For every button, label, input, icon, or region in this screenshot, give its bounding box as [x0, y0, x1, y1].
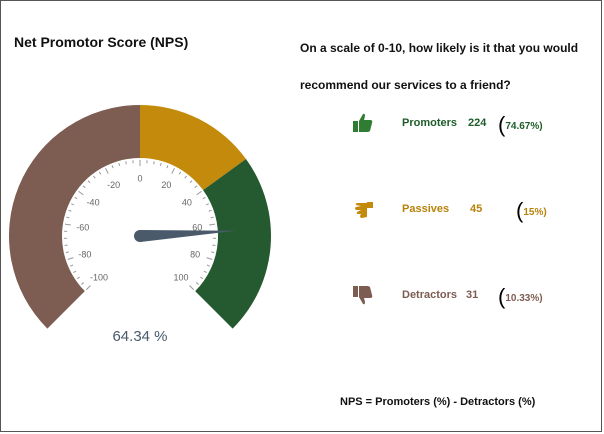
- gauge-minor-tick: [189, 180, 193, 184]
- gauge-minor-tick: [194, 185, 198, 189]
- gauge-minor-tick: [74, 196, 78, 200]
- gauge-minor-tick: [210, 216, 214, 219]
- nps-formula: NPS = Promoters (%) - Detractors (%): [340, 396, 536, 408]
- gauge-major-tick: [105, 168, 109, 174]
- gauge-tick-label: 100: [173, 273, 188, 283]
- legend-label: Promoters: [402, 117, 458, 129]
- gauge-minor-tick: [184, 175, 187, 179]
- gauge-minor-tick: [76, 276, 80, 280]
- gauge-minor-tick: [73, 270, 77, 274]
- gauge-major-tick: [64, 223, 71, 226]
- gauge-major-tick: [67, 257, 74, 260]
- legend-percent: (74.67%): [498, 112, 543, 137]
- gauge-major-tick: [209, 223, 216, 226]
- gauge-minor-tick: [87, 180, 91, 184]
- gauge-minor-tick: [211, 251, 215, 254]
- gauge-needle-hub: [134, 230, 146, 242]
- gauge-minor-tick: [71, 203, 75, 206]
- gauge-tick-label: 40: [182, 197, 192, 207]
- gauge-band-promoters: [195, 159, 271, 329]
- gauge-minor-tick: [93, 175, 96, 179]
- gauge-needle: [139, 230, 236, 242]
- gauge-major-tick: [85, 285, 91, 291]
- chart-title: Net Promotor Score (NPS): [14, 34, 189, 50]
- gauge-major-tick: [171, 168, 175, 174]
- gauge-major-tick: [206, 257, 213, 260]
- gauge-minor-tick: [159, 162, 162, 167]
- gauge-minor-tick: [68, 209, 72, 212]
- gauge-minor-tick: [125, 161, 127, 165]
- gauge-minor-tick: [205, 203, 209, 206]
- gauge-minor-tick: [65, 251, 69, 254]
- thumbs-up-icon: [353, 113, 373, 132]
- question-line-1: On a scale of 0-10, how likely is it tha…: [300, 41, 579, 55]
- gauge-tick-label: 60: [192, 222, 202, 232]
- gauge-minor-tick: [195, 282, 199, 285]
- legend-count: 45: [470, 203, 483, 215]
- gauge-minor-tick: [206, 264, 210, 267]
- legend-count: 224: [468, 117, 487, 129]
- thumbs-down-icon: [353, 286, 373, 305]
- gauge-band-detractors: [9, 105, 140, 329]
- gauge-value-label: 64.34 %: [112, 328, 167, 345]
- gauge-tick-label: -40: [87, 197, 100, 207]
- gauge-minor-tick: [111, 165, 114, 169]
- legend-detractors: Detractors 31 (10.33%): [352, 284, 572, 309]
- gauge-minor-tick: [203, 270, 207, 274]
- legend-percent-value: 15%): [523, 207, 547, 218]
- gauge-tick-label: -60: [76, 222, 89, 232]
- legend-promoters: Promoters 224 (74.67%): [352, 112, 572, 137]
- gauge-minor-tick: [98, 171, 102, 175]
- legend-label: Passives: [402, 203, 450, 215]
- gauge-tick-label: -80: [78, 249, 91, 259]
- gauge-major-tick: [196, 190, 202, 196]
- legend-percent: (10.33%): [498, 284, 543, 309]
- question-line-2: recommend our services to a friend?: [300, 78, 511, 92]
- gauge-minor-tick: [70, 264, 74, 267]
- gauge-minor-tick: [208, 209, 212, 212]
- survey-question: On a scale of 0-10, how likely is it tha…: [300, 30, 590, 104]
- gauge-tick-label: 20: [161, 180, 171, 190]
- gauge-tick-label: 80: [190, 249, 200, 259]
- gauge-minor-tick: [82, 185, 86, 189]
- gauge-minor-tick: [153, 161, 155, 165]
- gauge-minor-tick: [200, 276, 204, 280]
- hand-sideways-icon: [355, 202, 373, 218]
- gauge-minor-tick: [66, 216, 70, 219]
- legend-count: 31: [466, 289, 479, 301]
- gauge-tick-label: -100: [90, 273, 108, 283]
- gauge-tick-label: -20: [107, 180, 120, 190]
- legend-label: Detractors: [402, 289, 458, 301]
- gauge-major-tick: [189, 285, 195, 291]
- gauge-major-tick: [78, 190, 84, 196]
- gauge-minor-tick: [178, 171, 182, 175]
- legend-percent-value: 74.67%): [505, 121, 543, 132]
- gauge-band-passives: [140, 105, 246, 191]
- legend-passives: Passives 45 (15%): [352, 198, 572, 223]
- legend-percent: (15%): [516, 198, 547, 223]
- legend-percent-value: 10.33%): [505, 293, 543, 304]
- gauge-minor-tick: [118, 162, 121, 167]
- gauge-tick-label: 0: [137, 174, 142, 184]
- gauge-minor-tick: [202, 196, 206, 200]
- gauge-minor-tick: [81, 282, 85, 285]
- gauge-minor-tick: [166, 165, 169, 169]
